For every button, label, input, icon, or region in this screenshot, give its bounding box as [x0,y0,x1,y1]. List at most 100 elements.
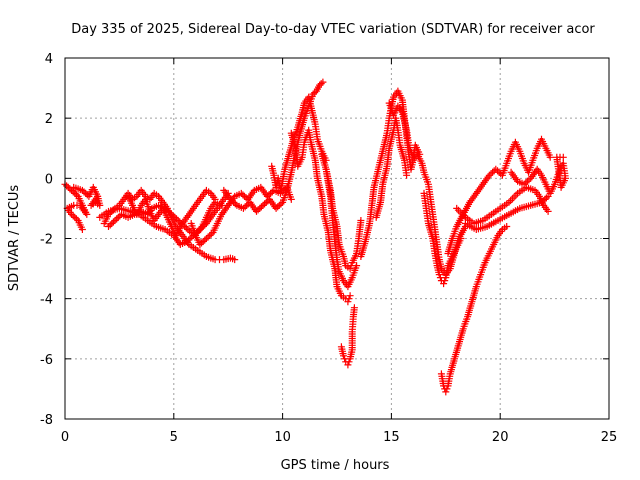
data-point [340,352,347,360]
data-point [512,191,520,199]
data-point [253,207,260,215]
y-tick-label: 4 [45,52,53,67]
data-point [226,195,234,203]
y-tick-label: -4 [40,293,53,308]
data-point [199,238,207,245]
y-tick-labels: -8 -6 -4 -2 0 2 4 [40,52,53,428]
data-point [201,236,209,244]
data-point [182,224,190,232]
data-point [78,226,86,233]
data-point [78,186,86,194]
data-point [68,210,75,218]
data-point [164,207,172,215]
axis-ticks [64,57,610,420]
data-point [204,233,212,241]
data-point [256,204,264,212]
y-tick-label: -2 [40,233,53,248]
x-tick-label: 25 [601,430,618,445]
data-point [113,215,121,223]
data-point [277,200,285,208]
data-point [198,239,205,247]
y-tick-label: -6 [40,353,53,368]
data-point [202,235,210,242]
data-point [171,213,179,221]
data-point [538,198,545,206]
data-point [440,280,448,288]
data-point [168,210,176,218]
data-point [80,188,88,196]
data-point [206,232,214,239]
data-point [485,171,493,179]
data-point [309,90,317,98]
data-point [353,262,361,270]
data-point [346,292,354,300]
data-point [185,236,192,244]
data-point [230,198,238,206]
data-point [71,213,79,221]
data-point [105,223,112,230]
data-point [169,212,177,220]
data-point [239,204,247,212]
data-point [443,385,451,393]
data-point [503,223,511,230]
data-point [211,195,219,203]
data-point [453,204,461,212]
data-point [345,295,353,303]
data-point [231,200,239,208]
data-point [231,256,239,264]
data-point [186,235,194,242]
data-point [489,168,497,176]
data-point [546,153,554,161]
data-point [173,215,180,223]
data-point [278,188,286,196]
data-point [317,80,325,88]
data-point [174,217,182,224]
x-tick-label: 15 [383,430,400,445]
y-tick-label: -8 [40,413,53,428]
data-point [441,277,449,285]
data-point [539,197,547,205]
data-point [183,238,191,245]
data-point [344,298,352,306]
data-point [507,197,515,205]
data-point [254,206,262,214]
data-point [239,191,247,199]
data-point [275,201,283,209]
data-point [109,218,117,226]
data-point [114,213,122,221]
data-point [111,217,119,224]
grid-lines [65,58,609,419]
data-point [520,180,528,188]
x-tick-label: 0 [61,430,69,445]
data-point [108,220,116,227]
data-point [319,78,327,86]
chart-title: Day 335 of 2025, Sidereal Day-to-day VTE… [71,22,595,37]
data-point [106,221,114,229]
data-point [523,177,531,185]
data-point [198,224,205,232]
data-point [403,171,411,179]
data-point [508,195,516,203]
data-point [316,81,324,89]
data-points [61,78,569,396]
data-point [457,235,465,242]
data-point [241,192,248,200]
x-tick-labels: 0 5 10 15 20 25 [61,430,617,445]
data-point [188,233,196,241]
data-point [72,215,80,223]
data-point [344,361,352,369]
data-point [262,198,270,206]
data-point [267,189,275,197]
data-point [274,203,282,211]
data-point [71,189,79,197]
data-point [184,226,192,233]
x-tick-label: 5 [170,430,178,445]
data-point [199,223,207,230]
data-point [94,192,102,200]
y-tick-label: 2 [45,112,53,127]
data-point [69,212,77,220]
data-point [357,217,365,224]
data-point [66,185,74,193]
data-point [435,271,443,279]
